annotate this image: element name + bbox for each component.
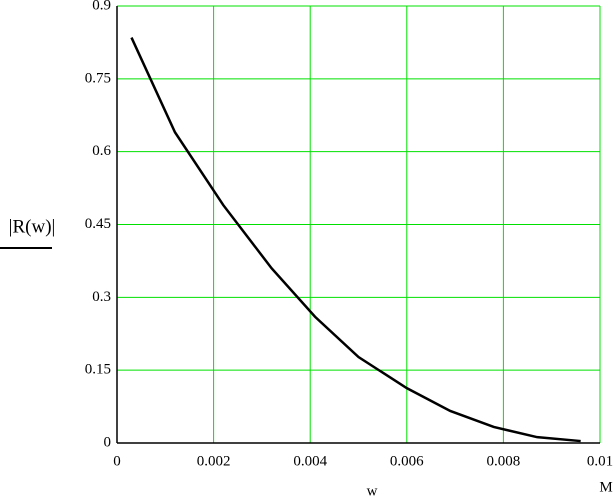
- x-axis-label: w: [367, 483, 378, 499]
- y-tick-label: 0.9: [92, 0, 111, 13]
- x-unit: M: [599, 479, 612, 495]
- x-tick-label: 0.004: [293, 453, 327, 469]
- y-tick-label: 0.15: [85, 362, 111, 378]
- x-tick-label: 0.006: [390, 453, 424, 469]
- x-tick-label: 0.008: [487, 453, 521, 469]
- x-tick-label: 0.002: [197, 453, 231, 469]
- y-axis-label: |R(w)|: [9, 216, 56, 237]
- y-tick-label: 0.6: [92, 143, 111, 159]
- y-tick-label: 0: [104, 434, 112, 450]
- x-tick-label: 0.01: [587, 453, 613, 469]
- data-line: [130, 37, 581, 443]
- y-tick-label: 0.3: [92, 289, 111, 305]
- x-tick-label: 0: [113, 453, 121, 469]
- y-tick-label: 0.45: [85, 216, 111, 232]
- y-tick-label: 0.75: [85, 70, 111, 86]
